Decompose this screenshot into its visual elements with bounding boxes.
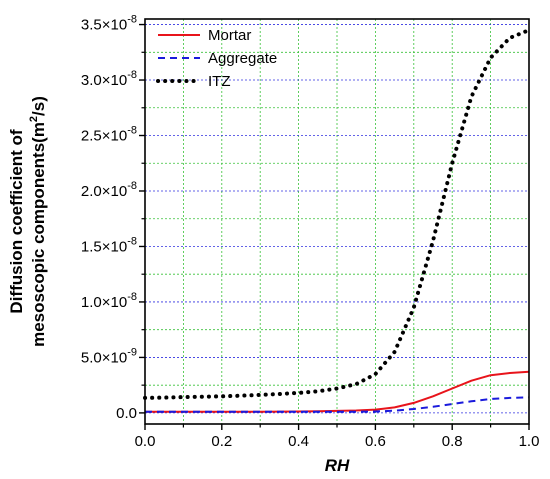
x-tick-label: 0.0 bbox=[135, 433, 156, 450]
x-axis-title: RH bbox=[325, 456, 350, 475]
y-axis-title-line1: Diffusion coefficient of bbox=[7, 129, 26, 314]
legend-label-itz: ITZ bbox=[208, 73, 231, 90]
x-tick-label: 0.8 bbox=[442, 433, 463, 450]
y-tick-label: 2.0×10-8 bbox=[81, 180, 137, 200]
grid bbox=[145, 19, 529, 424]
y-axis-title-line2-tail: /s) bbox=[29, 96, 48, 116]
x-tick-label: 0.6 bbox=[365, 433, 386, 450]
legend: Mortar Aggregate ITZ bbox=[156, 27, 277, 90]
y-tick-label: 0.0 bbox=[116, 405, 137, 422]
y-tick-label: 3.5×10-8 bbox=[81, 14, 137, 34]
legend-label-mortar: Mortar bbox=[208, 27, 251, 44]
y-axis-title: Diffusion coefficient of mesoscopic comp… bbox=[7, 96, 48, 347]
x-tick-label: 0.2 bbox=[211, 433, 232, 450]
y-tick-label: 1.0×10-8 bbox=[81, 291, 137, 311]
series-line-aggregate bbox=[145, 396, 530, 413]
axis-ticks: 0.0 0.2 0.4 0.6 0.8 1.0 0.0 5.0×10-9 1.0×10-8 1.5… bbox=[81, 14, 540, 450]
y-axis-title-line2-main: mesoscopic components(m bbox=[29, 122, 48, 347]
y-tick-label: 5.0×10-9 bbox=[81, 346, 137, 366]
series-line-itz bbox=[143, 28, 531, 400]
y-axis-title-line2: mesoscopic components(m2/s) bbox=[28, 96, 48, 347]
y-tick-label: 2.5×10-8 bbox=[81, 125, 137, 145]
y-axis-title-superscript: 2 bbox=[28, 116, 40, 122]
series-lines bbox=[143, 28, 531, 413]
x-tick-label: 1.0 bbox=[519, 433, 540, 450]
legend-label-aggregate: Aggregate bbox=[208, 50, 277, 67]
y-tick-label: 3.0×10-8 bbox=[81, 69, 137, 89]
y-tick-label: 1.5×10-8 bbox=[81, 235, 137, 255]
x-tick-label: 0.4 bbox=[288, 433, 309, 450]
